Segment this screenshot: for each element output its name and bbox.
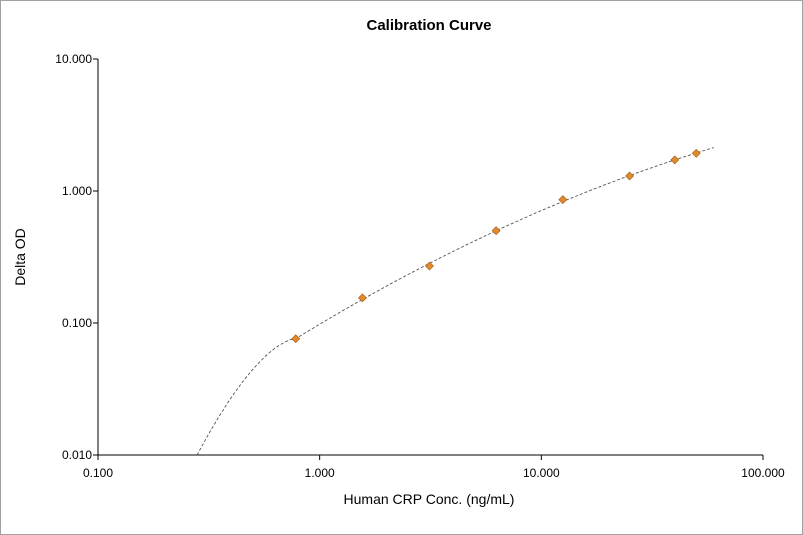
data-point xyxy=(425,261,434,271)
data-point xyxy=(670,155,680,165)
data-point xyxy=(491,226,501,236)
data-point xyxy=(558,195,568,205)
data-point xyxy=(691,148,701,158)
y-tick-label: 1.000 xyxy=(62,184,92,198)
x-tick-label: 0.100 xyxy=(83,466,113,480)
y-tick-label: 10.000 xyxy=(55,52,92,66)
axes xyxy=(93,58,764,460)
data-point xyxy=(291,334,301,344)
y-axis-label: Delta OD xyxy=(12,228,28,286)
chart-title: Calibration Curve xyxy=(366,17,491,34)
x-tick-label: 100.000 xyxy=(741,466,785,480)
data-point xyxy=(625,171,634,181)
y-tick-label: 0.100 xyxy=(62,316,92,330)
tick-labels: 0.010 0.100 1.000 10.000 0.100 1.000 10.000 100… xyxy=(55,52,785,480)
data-points xyxy=(291,148,701,344)
fit-curve xyxy=(196,147,714,456)
x-tick-label: 10.000 xyxy=(523,466,560,480)
y-tick-label: 0.010 xyxy=(62,448,92,462)
data-point xyxy=(358,293,367,303)
x-axis-label: Human CRP Conc. (ng/mL) xyxy=(344,491,515,507)
x-tick-label: 1.000 xyxy=(305,466,335,480)
